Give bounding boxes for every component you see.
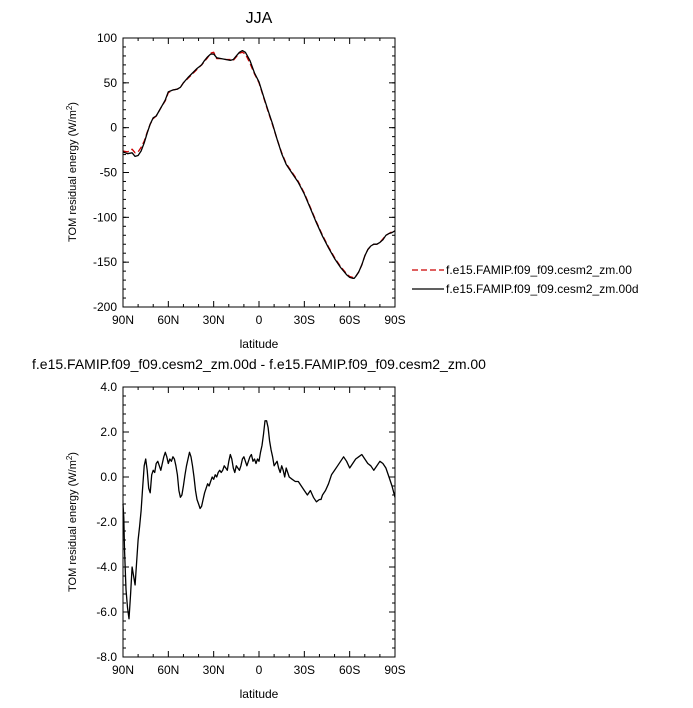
bottom-y-tick-label: -4.0	[96, 560, 117, 574]
top-series-line-2	[122, 49, 396, 279]
top-x-axis-label: latitude	[240, 337, 279, 351]
legend-label-series-2: f.e15.FAMIP.f09_f09.cesm2_zm.00d	[446, 282, 639, 296]
bottom-x-axis-label: latitude	[240, 687, 279, 701]
bottom-y-tick-label: -6.0	[96, 605, 117, 619]
top-y-tick-label: 50	[104, 76, 118, 90]
bottom-y-axis-label-main: TOM residual energy (W/m	[67, 460, 79, 592]
top-x-tick-label: 60N	[157, 313, 179, 327]
top-x-tick-label: 60S	[339, 313, 360, 327]
top-y-axis-label-end: )	[67, 102, 79, 106]
top-y-tick-label: -100	[93, 210, 117, 224]
top-panel: JJA 90N 60N 30N 0 30S 60S 90S -200 -150 -100 -50 0…	[65, 10, 406, 351]
top-y-tick-label: -50	[100, 166, 118, 180]
bottom-series-group	[122, 420, 396, 620]
top-x-tick-labels: 90N 60N 30N 0 30S 60S 90S	[112, 313, 406, 327]
bottom-y-tick-label: 4.0	[100, 380, 117, 394]
bottom-series-line-1	[122, 420, 396, 620]
bottom-x-tick-label: 30S	[294, 663, 315, 677]
top-tick-marks	[122, 37, 396, 308]
top-plot-frame	[122, 37, 396, 308]
top-y-axis-label-sup: 2	[65, 105, 74, 110]
top-y-tick-labels: -200 -150 -100 -50 0 50 100	[93, 31, 117, 314]
bottom-chart-title: f.e15.FAMIP.f09_f09.cesm2_zm.00d - f.e15…	[32, 356, 486, 372]
top-chart-title: JJA	[246, 10, 273, 27]
top-series-line-1	[122, 51, 396, 279]
bottom-y-axis-label-sup: 2	[65, 455, 74, 460]
bottom-y-tick-label: -2.0	[96, 515, 117, 529]
bottom-x-tick-label: 0	[256, 663, 263, 677]
top-x-tick-label: 30S	[294, 313, 315, 327]
bottom-y-tick-labels: -8.0 -6.0 -4.0 -2.0 0.0 2.0 4.0	[96, 380, 117, 664]
bottom-x-tick-label: 30N	[203, 663, 225, 677]
bottom-tick-marks	[122, 386, 396, 658]
bottom-y-axis-label-end: )	[67, 452, 79, 456]
top-y-tick-label: -150	[93, 255, 117, 269]
legend: f.e15.FAMIP.f09_f09.cesm2_zm.00 f.e15.FA…	[412, 263, 639, 296]
bottom-y-tick-label: 2.0	[100, 425, 117, 439]
bottom-x-tick-labels: 90N 60N 30N 0 30S 60S 90S	[112, 663, 406, 677]
legend-label-series-1: f.e15.FAMIP.f09_f09.cesm2_zm.00	[446, 263, 632, 277]
top-y-axis-label: TOM residual energy (W/m2)	[65, 102, 79, 242]
top-x-tick-label: 90N	[112, 313, 134, 327]
bottom-x-tick-label: 90S	[384, 663, 405, 677]
bottom-x-tick-label: 60N	[157, 663, 179, 677]
top-y-axis-label-main: TOM residual energy (W/m	[67, 110, 79, 242]
bottom-plot-frame	[122, 386, 396, 658]
bottom-y-tick-label: -8.0	[96, 650, 117, 664]
bottom-panel: f.e15.FAMIP.f09_f09.cesm2_zm.00d - f.e15…	[32, 356, 486, 701]
top-x-tick-label: 0	[256, 313, 263, 327]
top-y-tick-label: -200	[93, 300, 117, 314]
top-series-group	[122, 49, 396, 279]
top-y-tick-label: 100	[97, 31, 117, 45]
top-y-tick-label: 0	[110, 121, 117, 135]
top-x-tick-label: 90S	[384, 313, 405, 327]
bottom-x-tick-label: 90N	[112, 663, 134, 677]
bottom-y-axis-label: TOM residual energy (W/m2)	[65, 452, 79, 592]
top-x-tick-label: 30N	[203, 313, 225, 327]
bottom-y-tick-label: 0.0	[100, 470, 117, 484]
bottom-x-tick-label: 60S	[339, 663, 360, 677]
